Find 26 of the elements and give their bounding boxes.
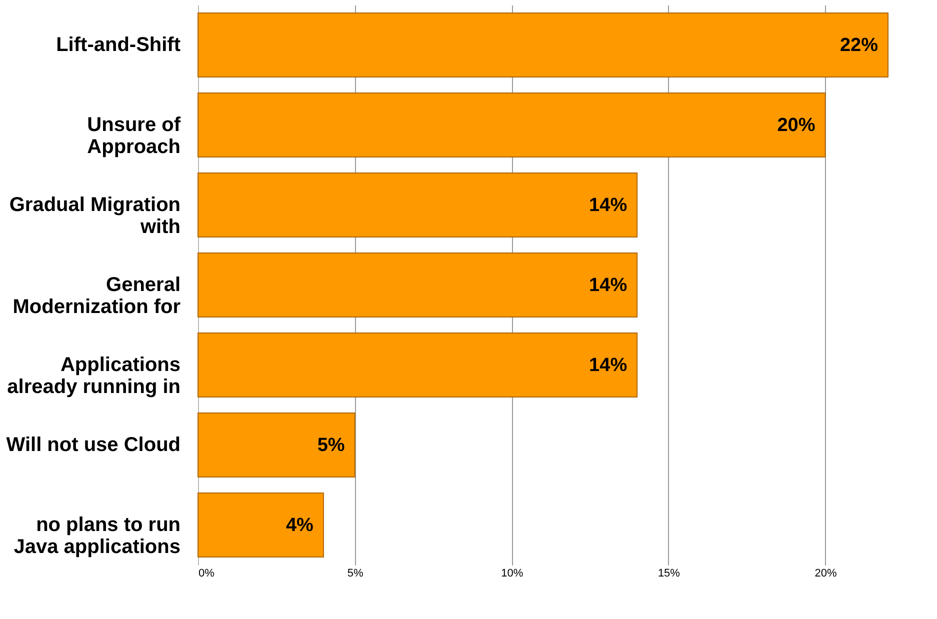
x-tick-label: 5% xyxy=(347,568,364,580)
data-label: 4% xyxy=(286,515,314,536)
y-tick-label: General Modernization for xyxy=(12,274,181,318)
bar xyxy=(198,252,638,318)
y-tick-label: Gradual Migration with xyxy=(9,194,180,238)
data-label: 14% xyxy=(589,355,628,376)
x-tick-label: 15% xyxy=(658,568,680,580)
bar xyxy=(198,492,324,558)
data-label: 5% xyxy=(317,435,345,456)
data-label: 20% xyxy=(777,115,816,136)
bar xyxy=(198,92,826,158)
x-tick-label: 0% xyxy=(198,568,215,580)
y-tick-label: Lift-and-Shift xyxy=(56,34,181,56)
data-label: 22% xyxy=(840,35,878,56)
x-tick-label: 10% xyxy=(501,568,524,580)
data-label: 14% xyxy=(589,275,628,296)
y-tick-label: Will not use Cloud xyxy=(6,434,180,456)
y-tick-label: Unsure of Approach xyxy=(87,114,181,158)
bar xyxy=(198,412,356,478)
bar xyxy=(198,12,888,78)
data-label: 14% xyxy=(589,195,628,216)
y-tick-label: Applications already running in xyxy=(7,354,180,398)
y-tick-label: no plans to run Java applications xyxy=(14,514,180,558)
bar xyxy=(198,332,638,398)
x-tick-label: 20% xyxy=(814,568,837,580)
bar xyxy=(198,172,638,238)
